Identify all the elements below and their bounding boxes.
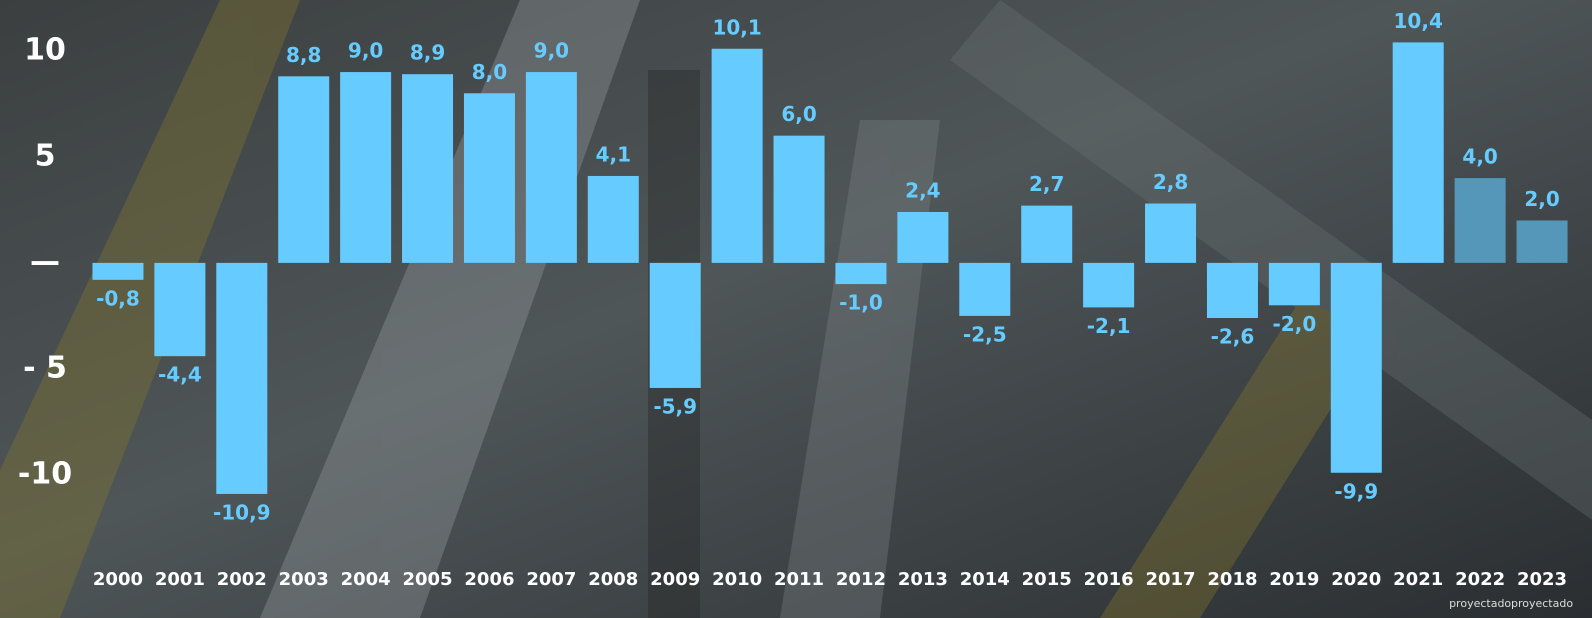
value-label: -9,9 bbox=[1334, 479, 1378, 503]
x-tick-label: 2021 bbox=[1393, 569, 1443, 590]
value-label: -5,9 bbox=[653, 394, 697, 418]
bar bbox=[216, 263, 267, 494]
x-tick-label: 2010 bbox=[712, 569, 762, 590]
bar bbox=[92, 263, 143, 280]
x-tick-label: 2009 bbox=[650, 569, 700, 590]
value-label: -10,9 bbox=[213, 500, 271, 524]
value-label: 10,1 bbox=[712, 15, 761, 39]
x-tick-label: 2022 bbox=[1455, 569, 1505, 590]
bar bbox=[588, 176, 639, 263]
value-label: -2,5 bbox=[963, 322, 1007, 346]
value-label: 4,1 bbox=[596, 142, 631, 166]
bar bbox=[897, 212, 948, 263]
y-tick-label: 5 bbox=[35, 138, 56, 173]
x-tick-label: 2001 bbox=[155, 569, 205, 590]
x-tick-label: 2008 bbox=[588, 569, 638, 590]
value-label: 8,8 bbox=[286, 43, 321, 67]
bar bbox=[1455, 178, 1506, 263]
value-label: 9,0 bbox=[534, 39, 569, 63]
value-label: -2,1 bbox=[1087, 314, 1131, 338]
value-label: 2,8 bbox=[1153, 170, 1188, 194]
y-tick-label: 10 bbox=[24, 32, 66, 67]
bar bbox=[1517, 220, 1568, 262]
x-tick-label: 2013 bbox=[898, 569, 948, 590]
x-tick-label: 2004 bbox=[341, 569, 391, 590]
value-label: 2,0 bbox=[1524, 187, 1559, 211]
x-tick-label: 2000 bbox=[93, 569, 143, 590]
value-label: 9,0 bbox=[348, 39, 383, 63]
bar bbox=[1207, 263, 1258, 318]
bar bbox=[1083, 263, 1134, 308]
x-tick-label: 2019 bbox=[1269, 569, 1319, 590]
value-label: -1,0 bbox=[839, 291, 883, 315]
x-tick-label: 2015 bbox=[1022, 569, 1072, 590]
note: proyectado bbox=[1511, 597, 1573, 610]
y-tick-label: — bbox=[30, 244, 60, 279]
value-label: 10,4 bbox=[1394, 9, 1443, 33]
bar bbox=[154, 263, 205, 356]
value-label: -4,4 bbox=[158, 363, 202, 387]
bar bbox=[835, 263, 886, 284]
value-label: -2,0 bbox=[1273, 312, 1317, 336]
value-label: 8,0 bbox=[472, 60, 507, 84]
y-tick-label: -10 bbox=[18, 456, 72, 491]
x-tick-label: 2011 bbox=[774, 569, 824, 590]
bar bbox=[340, 72, 391, 263]
bar bbox=[278, 76, 329, 263]
value-label: -2,6 bbox=[1211, 325, 1255, 349]
x-tick-label: 2018 bbox=[1207, 569, 1257, 590]
x-tick-label: 2023 bbox=[1517, 569, 1567, 590]
x-tick-label: 2020 bbox=[1331, 569, 1381, 590]
x-tick-label: 2014 bbox=[960, 569, 1010, 590]
bar bbox=[1331, 263, 1382, 473]
bar bbox=[959, 263, 1010, 316]
note: proyectado bbox=[1449, 597, 1511, 610]
x-tick-label: 2006 bbox=[464, 569, 514, 590]
chart: -10 - 5 — 5 10 2000 -0,8 2001 -4,4 2002 -10,9 2003 8… bbox=[0, 0, 1592, 618]
value-label: 4,0 bbox=[1462, 145, 1497, 169]
value-label: 2,7 bbox=[1029, 172, 1064, 196]
value-label: 8,9 bbox=[410, 41, 445, 65]
x-tick-label: 2005 bbox=[402, 569, 452, 590]
bar bbox=[464, 93, 515, 263]
bar bbox=[402, 74, 453, 263]
x-tick-label: 2017 bbox=[1145, 569, 1195, 590]
bar bbox=[712, 49, 763, 263]
bar bbox=[650, 263, 701, 388]
value-label: -0,8 bbox=[96, 286, 140, 310]
bar bbox=[526, 72, 577, 263]
x-tick-label: 2002 bbox=[217, 569, 267, 590]
value-label: 2,4 bbox=[905, 179, 940, 203]
x-tick-label: 2007 bbox=[526, 569, 576, 590]
bar bbox=[1021, 206, 1072, 263]
x-tick-label: 2016 bbox=[1084, 569, 1134, 590]
bar bbox=[1269, 263, 1320, 305]
value-label: 6,0 bbox=[781, 102, 816, 126]
bar bbox=[1145, 204, 1196, 263]
x-tick-label: 2012 bbox=[836, 569, 886, 590]
x-tick-label: 2003 bbox=[279, 569, 329, 590]
bar bbox=[774, 136, 825, 263]
bar bbox=[1393, 42, 1444, 262]
y-tick-label: - 5 bbox=[23, 350, 67, 385]
